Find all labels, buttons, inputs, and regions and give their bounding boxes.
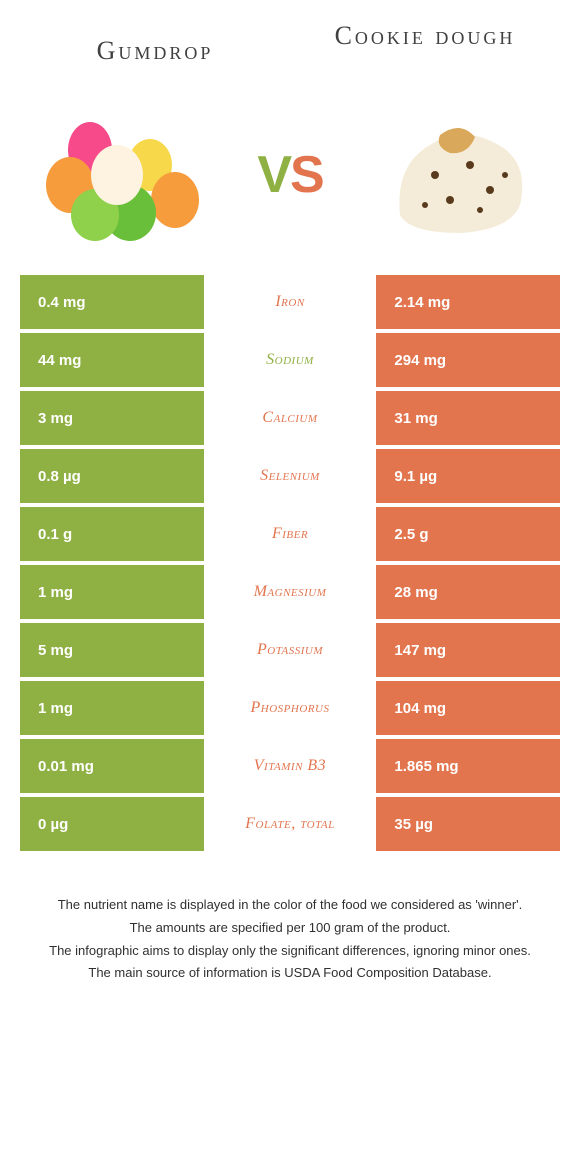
cookie-dough-image <box>370 100 550 250</box>
value-left: 3 mg <box>20 391 204 445</box>
nutrient-row: 0.8 µgSelenium9.1 µg <box>20 449 560 503</box>
value-left: 0.01 mg <box>20 739 204 793</box>
value-left: 0 µg <box>20 797 204 851</box>
title-right: Cookie dough <box>290 20 560 51</box>
nutrient-row: 5 mgPotassium147 mg <box>20 623 560 677</box>
value-left: 44 mg <box>20 333 204 387</box>
nutrient-label: Folate, total <box>204 797 377 851</box>
nutrient-row: 0.1 gFiber2.5 g <box>20 507 560 561</box>
nutrient-row: 1 mgPhosphorus104 mg <box>20 681 560 735</box>
nutrient-label: Potassium <box>204 623 377 677</box>
footer-line-4: The main source of information is USDA F… <box>20 963 560 984</box>
value-right: 1.865 mg <box>376 739 560 793</box>
value-left: 1 mg <box>20 565 204 619</box>
nutrient-label: Fiber <box>204 507 377 561</box>
value-right: 294 mg <box>376 333 560 387</box>
images-row: VS <box>20 100 560 250</box>
footer-line-1: The nutrient name is displayed in the co… <box>20 895 560 916</box>
nutrient-row: 0.01 mgVitamin B31.865 mg <box>20 739 560 793</box>
nutrient-label: Selenium <box>204 449 377 503</box>
nutrient-label: Magnesium <box>204 565 377 619</box>
value-left: 0.8 µg <box>20 449 204 503</box>
title-left: Gumdrop <box>20 20 290 66</box>
nutrient-table: 0.4 mgIron2.14 mg44 mgSodium294 mg3 mgCa… <box>20 275 560 851</box>
vs-s: S <box>290 146 323 204</box>
value-left: 1 mg <box>20 681 204 735</box>
vs-v: V <box>257 146 290 204</box>
nutrient-label: Calcium <box>204 391 377 445</box>
value-right: 9.1 µg <box>376 449 560 503</box>
nutrient-row: 44 mgSodium294 mg <box>20 333 560 387</box>
footer: The nutrient name is displayed in the co… <box>0 855 580 984</box>
value-left: 0.4 mg <box>20 275 204 329</box>
nutrient-label: Vitamin B3 <box>204 739 377 793</box>
value-right: 147 mg <box>376 623 560 677</box>
value-right: 2.14 mg <box>376 275 560 329</box>
value-right: 104 mg <box>376 681 560 735</box>
value-right: 35 µg <box>376 797 560 851</box>
value-right: 2.5 g <box>376 507 560 561</box>
header: Gumdrop Cookie dough <box>20 20 560 90</box>
nutrient-label: Iron <box>204 275 377 329</box>
nutrient-row: 3 mgCalcium31 mg <box>20 391 560 445</box>
value-right: 31 mg <box>376 391 560 445</box>
vs-badge: VS <box>257 145 322 205</box>
footer-line-2: The amounts are specified per 100 gram o… <box>20 918 560 939</box>
gumdrop-image <box>30 100 210 250</box>
nutrient-row: 0 µgFolate, total35 µg <box>20 797 560 851</box>
nutrient-label: Sodium <box>204 333 377 387</box>
nutrient-label: Phosphorus <box>204 681 377 735</box>
nutrient-row: 0.4 mgIron2.14 mg <box>20 275 560 329</box>
footer-line-3: The infographic aims to display only the… <box>20 941 560 962</box>
value-left: 0.1 g <box>20 507 204 561</box>
nutrient-row: 1 mgMagnesium28 mg <box>20 565 560 619</box>
value-left: 5 mg <box>20 623 204 677</box>
value-right: 28 mg <box>376 565 560 619</box>
